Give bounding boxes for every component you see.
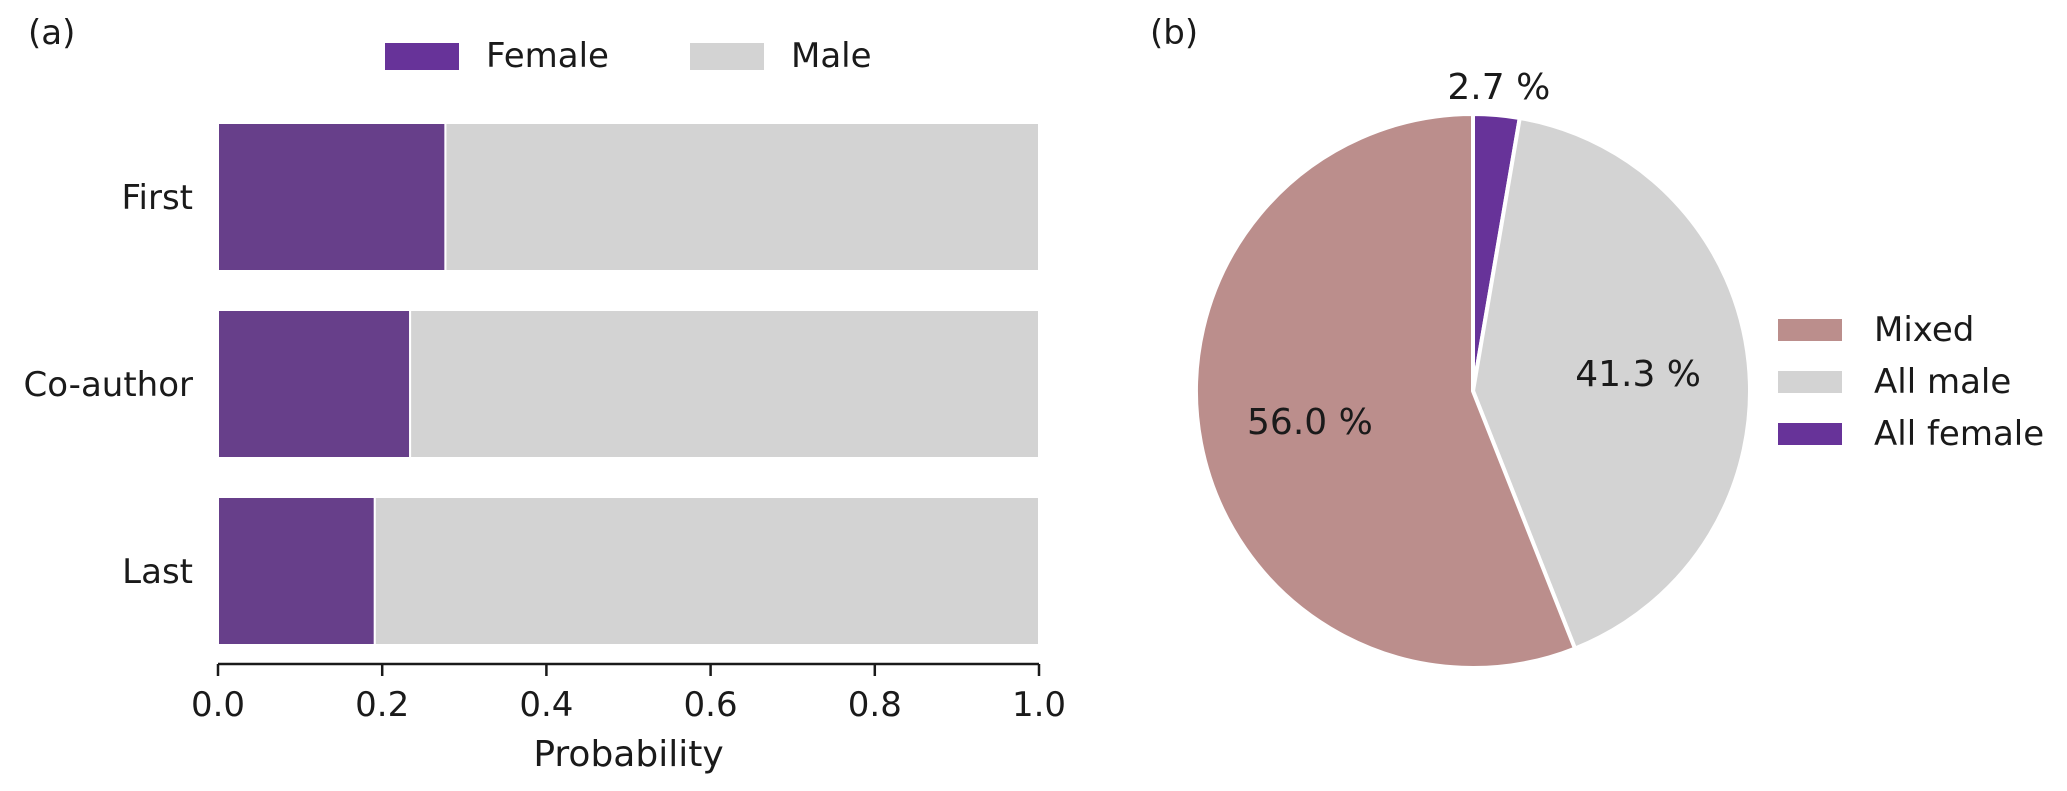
x-tick-label: 0.0	[191, 685, 245, 725]
bar-male-co-author	[409, 309, 1040, 459]
panel-b-label: (b)	[1150, 13, 1198, 53]
bar-female-last	[217, 496, 376, 646]
bar-legend: Female Male	[385, 36, 872, 76]
bar-male-first	[444, 122, 1040, 272]
x-tick-label: 1.0	[1012, 685, 1066, 725]
pie-value-label-all-female: 2.7 %	[1447, 67, 1550, 108]
x-tick-label: 0.6	[684, 685, 738, 725]
panel-a-label: (a)	[28, 13, 75, 53]
pie-slice-mixed	[1194, 112, 1577, 670]
y-tick-label: First	[121, 178, 193, 218]
legend-swatch-all-female	[1778, 423, 1842, 445]
legend-label-all-male: All male	[1874, 362, 2011, 402]
legend-label-female: Female	[486, 36, 609, 76]
x-tick-label: 0.2	[355, 685, 409, 725]
x-tick-label: 0.8	[848, 685, 902, 725]
legend-label-male: Male	[791, 36, 872, 76]
legend-swatch-all-male	[1778, 371, 1842, 393]
legend-swatch-male	[690, 43, 764, 70]
legend-swatch-female	[385, 43, 459, 70]
legend-swatch-mixed	[1778, 319, 1842, 341]
x-axis-title: Probability	[533, 734, 723, 775]
bar-female-co-author	[217, 309, 412, 459]
bar-female-first	[217, 122, 447, 272]
y-tick-label: Last	[122, 552, 193, 592]
legend-label-all-female: All female	[1874, 414, 2044, 454]
pie-value-label-mixed: 56.0 %	[1247, 402, 1373, 443]
y-tick-label: Co-author	[24, 365, 194, 405]
pie-slice-all-male	[1471, 115, 1752, 651]
x-tick-label: 0.4	[519, 685, 573, 725]
pie-chart: 56.0 % 41.3 % 2.7 %	[1194, 67, 1752, 670]
pie-legend: Mixed All male All female	[1778, 310, 2044, 454]
legend-label-mixed: Mixed	[1874, 310, 1974, 350]
bar-chart: First Co-author Last 0.0 0.2 0.4 0.6 0.8 1.0 Prob…	[24, 122, 1066, 775]
pie-value-label-all-male: 41.3 %	[1575, 354, 1701, 395]
bar-male-last	[373, 496, 1041, 646]
